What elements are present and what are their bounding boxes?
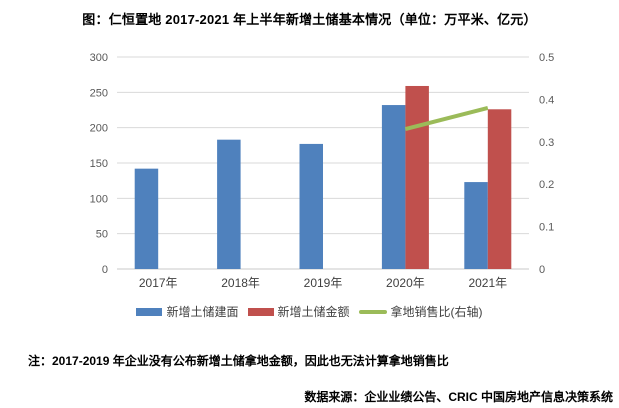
x-axis-label-2020年: 2020年 xyxy=(386,276,425,290)
y-axis-left-tick-label: 50 xyxy=(96,229,108,241)
new-land-amount-bar-2020年 xyxy=(405,85,429,269)
chart-title: 图：仁恒置地 2017-2021 年上半年新增土储基本情况（单位：万平米、亿元） xyxy=(82,12,537,27)
land-sales-ratio-line xyxy=(404,105,489,132)
y-axis-right-tick-label: 0 xyxy=(539,264,545,276)
x-axis-label-2021年: 2021年 xyxy=(468,276,507,290)
y-axis-left-tick-label: 250 xyxy=(90,87,108,99)
new-land-gfa-bar-2018年 xyxy=(217,139,241,269)
y-axis-left-tick-label: 200 xyxy=(90,123,108,135)
new-land-gfa-bar-2021年 xyxy=(464,182,488,269)
legend-item-new-land-amount: 新增土储金额 xyxy=(247,303,350,320)
y-axis-left-tick-label: 150 xyxy=(90,158,108,170)
legend-item-new-land-gfa: 新增土储建面 xyxy=(136,303,239,320)
footnote: 注：2017-2019 年企业没有公布新增土储拿地金额，因此也无法计算拿地销售比 xyxy=(28,354,449,368)
y-axis-right-tick-label: 0.3 xyxy=(539,137,554,149)
legend-label: 拿地销售比(右轴) xyxy=(390,305,483,319)
chart-plot-area: 0 50 100 150 200 250 300 0 0.1 0.2 0.3 0.4 0.5 2017年 2… xyxy=(90,52,555,290)
new-land-amount-bar-2021年 xyxy=(487,109,512,269)
new-land-gfa-bar-2019年 xyxy=(299,143,323,269)
new-land-gfa-bar-2017年 xyxy=(134,168,159,269)
new-land-gfa-bar-2020年 xyxy=(381,105,406,269)
x-axis-label-2017年: 2017年 xyxy=(139,276,178,290)
data-source: 数据来源：企业业绩公告、CRIC 中国房地产信息决策系统 xyxy=(304,390,613,404)
y-axis-right-tick-label: 0.2 xyxy=(539,179,554,191)
y-axis-left-tick-label: 100 xyxy=(90,193,108,205)
legend-line-icon xyxy=(358,309,387,314)
y-axis-right-tick-label: 0.5 xyxy=(539,52,554,64)
legend-swatch-icon xyxy=(136,307,163,316)
x-axis-label-2018年: 2018年 xyxy=(221,276,260,290)
legend-swatch-icon xyxy=(247,307,274,316)
y-axis-right-tick-label: 0.4 xyxy=(539,94,554,106)
y-axis-right-tick-label: 0.1 xyxy=(539,222,554,234)
legend-label: 新增土储建面 xyxy=(166,305,239,319)
chart-legend: 新增土储建面 新增土储金额 拿地销售比(右轴) xyxy=(0,303,619,320)
legend-item-land-sales-ratio: 拿地销售比(右轴) xyxy=(358,303,483,320)
legend-label: 新增土储金额 xyxy=(277,305,350,319)
y-axis-left-tick-label: 300 xyxy=(90,52,108,64)
x-axis-label-2019年: 2019年 xyxy=(304,276,343,290)
y-axis-left-tick-label: 0 xyxy=(102,264,108,276)
